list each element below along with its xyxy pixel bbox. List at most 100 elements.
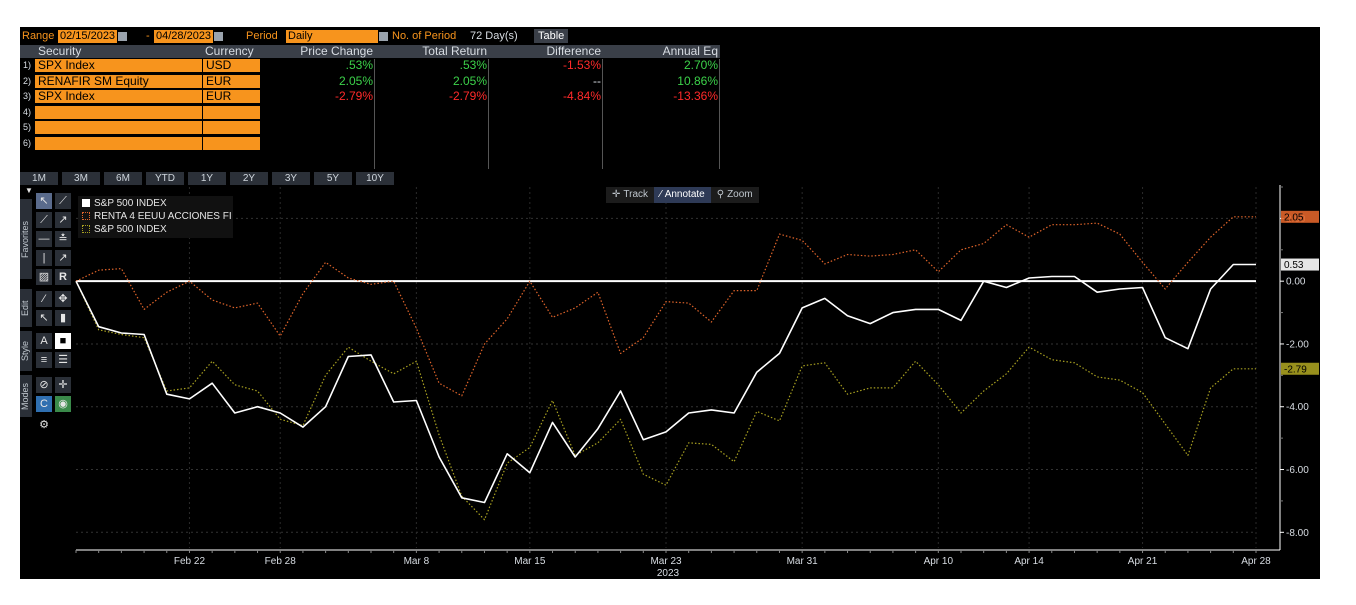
price-change-cell: .53%	[345, 58, 373, 72]
currency-cell[interactable]	[203, 121, 260, 134]
ray-icon[interactable]: ↗	[55, 212, 71, 228]
calendar-icon[interactable]	[118, 31, 128, 41]
style-tab[interactable]: Style	[20, 331, 32, 371]
zoom-button[interactable]: ⚲ Zoom	[711, 187, 759, 203]
total-return-cell	[375, 106, 487, 119]
security-cell[interactable]	[35, 105, 202, 119]
period-button-10y[interactable]: 10Y	[356, 172, 394, 185]
vertical-line-icon[interactable]: |	[36, 250, 52, 266]
table-row[interactable]: 1) SPX Index USD .53% .53% -1.53% 2.70%	[20, 59, 720, 72]
annual-eq-cell: 2.70%	[683, 58, 718, 72]
header-annual-eq: Annual Eq	[603, 45, 720, 58]
column-divider	[374, 59, 375, 169]
trend-line-icon[interactable]: ⟋	[36, 212, 52, 228]
currency-cell[interactable]	[203, 136, 260, 150]
security-cell[interactable]	[35, 136, 202, 150]
header-total-return: Total Return	[375, 45, 489, 58]
period-button-3m[interactable]: 3M	[62, 172, 100, 185]
x-tick-label: Mar 23	[650, 556, 682, 567]
annual-eq-cell	[603, 137, 718, 150]
series-line-0	[75, 263, 1256, 504]
currency-cell[interactable]: USD	[203, 59, 260, 72]
pencil-icon: ⁄	[660, 189, 662, 200]
legend-item[interactable]: RENTA 4 EEUU ACCIONES FI	[82, 210, 232, 223]
security-cell[interactable]: SPX Index	[35, 59, 202, 72]
edit-tab[interactable]: Edit	[20, 289, 32, 327]
gear-icon[interactable]: ⚙	[39, 419, 49, 431]
security-cell[interactable]	[35, 121, 202, 134]
annual-eq-cell	[603, 106, 718, 119]
row-number: 1)	[22, 60, 31, 70]
modes-tab[interactable]: Modes	[20, 375, 32, 417]
table-row[interactable]: 5)	[20, 121, 720, 134]
select-icon[interactable]: ↖	[36, 310, 52, 326]
pen-icon[interactable]: ⁄	[36, 291, 52, 307]
favorites-tab[interactable]: Favorites	[20, 199, 32, 279]
x-tick-label: Apr 14	[1014, 556, 1044, 567]
annual-eq-cell: 10.86%	[677, 73, 718, 88]
collapse-icon[interactable]: ▼	[25, 186, 33, 195]
chevron-down-icon[interactable]	[379, 31, 388, 41]
period-button-5y[interactable]: 5Y	[314, 172, 352, 185]
annotate-button[interactable]: ⁄ Annotate	[654, 187, 711, 203]
price-change-cell: -2.79%	[334, 89, 373, 103]
calendar-icon[interactable]	[214, 31, 224, 41]
difference-cell: --	[593, 73, 601, 88]
line-weight-icon[interactable]: ≡	[36, 352, 52, 368]
period-button-1m[interactable]: 1M	[20, 172, 58, 185]
table-button[interactable]: Table	[534, 29, 569, 43]
line-style-icon[interactable]: ☰	[55, 352, 71, 368]
security-cell[interactable]: SPX Index	[35, 90, 202, 103]
security-cell[interactable]: RENAFIR SM Equity	[35, 74, 202, 88]
y-tick-label: -6.00	[1286, 465, 1309, 476]
y-tick-label: -4.00	[1286, 402, 1309, 413]
palette-icon[interactable]: ◉	[55, 396, 71, 412]
table-row[interactable]: 2) RENAFIR SM Equity EUR 2.05% 2.05% -- 10.86%	[20, 73, 720, 88]
fibonacci-icon[interactable]: ≛	[55, 231, 71, 247]
eraser-icon[interactable]: ⊘	[36, 377, 52, 393]
x-tick-label: Mar 31	[787, 556, 819, 567]
move-icon[interactable]: ✥	[55, 291, 71, 307]
cursor-icon[interactable]: ↖	[36, 193, 52, 209]
link-icon[interactable]: C	[36, 396, 52, 412]
table-row[interactable]: 3) SPX Index EUR -2.79% -2.79% -4.84% -13.36%	[20, 90, 720, 103]
period-select[interactable]: Daily	[286, 29, 388, 43]
period-select-value[interactable]: Daily	[286, 30, 378, 43]
drawing-toolbar: Favorites Edit Style Modes ▼ ↖ ⟋ ⟋ ↗ — ≛…	[20, 186, 76, 432]
currency-cell[interactable]	[203, 105, 260, 119]
header-currency: Currency	[203, 45, 261, 58]
difference-cell: -1.53%	[562, 58, 601, 72]
arrow-icon[interactable]: ↗	[55, 250, 71, 266]
period-button-2y[interactable]: 2Y	[230, 172, 268, 185]
table-row[interactable]: 4)	[20, 105, 720, 119]
period-button-3y[interactable]: 3Y	[272, 172, 310, 185]
series-line-1	[75, 216, 1256, 397]
crosshair-icon[interactable]: ✛	[55, 377, 71, 393]
x-tick-label: Apr 28	[1241, 556, 1271, 567]
x-year-label: 2023	[657, 568, 680, 579]
period-button-ytd[interactable]: YTD	[146, 172, 184, 185]
legend-item[interactable]: S&P 500 INDEX	[82, 223, 167, 236]
end-date-field[interactable]: 04/28/2023	[154, 29, 224, 43]
font-icon[interactable]: A	[36, 333, 52, 349]
currency-cell[interactable]: EUR	[203, 90, 260, 103]
magnifier-icon: ⚲	[716, 189, 725, 200]
trash-icon[interactable]: ▮	[55, 310, 71, 326]
end-date-value[interactable]: 04/28/2023	[154, 30, 214, 43]
column-divider	[602, 59, 603, 169]
track-button[interactable]: ✛ Track	[606, 187, 654, 203]
horizontal-line-icon[interactable]: —	[36, 231, 52, 247]
period-button-1y[interactable]: 1Y	[188, 172, 226, 185]
legend-item[interactable]: S&P 500 INDEX	[82, 197, 167, 210]
channel-icon[interactable]: ▨	[36, 269, 52, 285]
period-button-6m[interactable]: 6M	[104, 172, 142, 185]
line-tool-icon[interactable]: ⟋	[55, 193, 71, 209]
start-date-value[interactable]: 02/15/2023	[58, 30, 118, 43]
table-row[interactable]: 6)	[20, 136, 720, 150]
color-swatch-icon[interactable]: ■	[55, 333, 71, 349]
currency-cell[interactable]: EUR	[203, 74, 260, 88]
text-tool-icon[interactable]: R	[55, 269, 71, 285]
y-tick-label: -2.00	[1286, 339, 1309, 350]
last-value-box	[1281, 362, 1319, 375]
start-date-field[interactable]: 02/15/2023	[58, 29, 128, 43]
